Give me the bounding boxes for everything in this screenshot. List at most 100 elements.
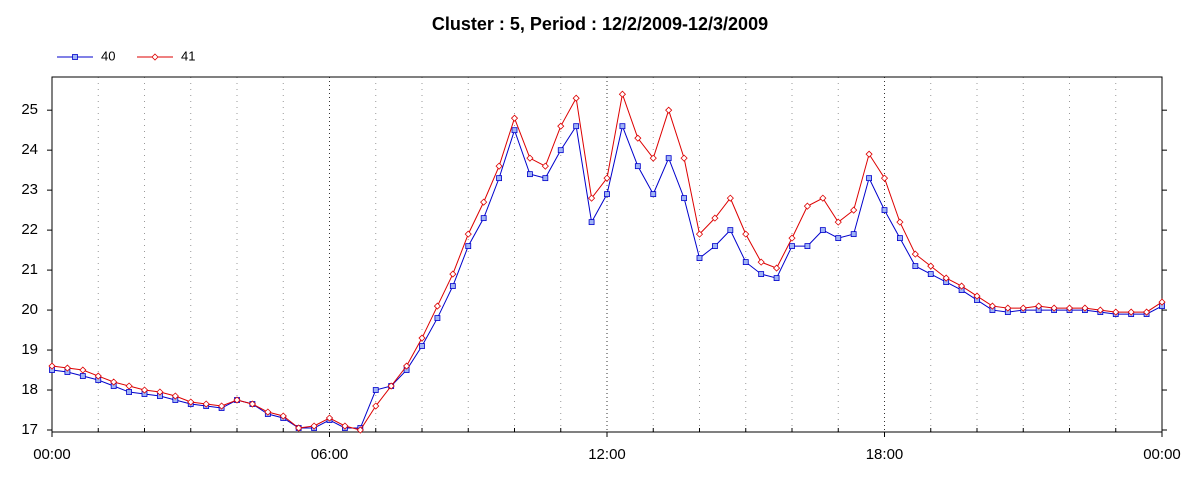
marker (1158, 298, 1166, 306)
marker (726, 194, 734, 202)
marker (110, 378, 118, 386)
marker (572, 94, 580, 102)
marker (557, 122, 565, 130)
marker (480, 215, 487, 222)
marker (927, 262, 935, 270)
marker (325, 414, 334, 422)
marker (650, 191, 657, 198)
marker (712, 243, 718, 250)
y-tick-label: 20 (21, 301, 38, 318)
marker (835, 235, 842, 242)
marker (264, 408, 272, 416)
marker (681, 195, 687, 202)
marker (757, 258, 765, 266)
y-tick-label: 22 (21, 221, 38, 238)
marker (140, 386, 149, 394)
marker (865, 150, 873, 158)
marker (758, 271, 765, 277)
marker (1081, 304, 1089, 312)
marker (171, 392, 179, 400)
marker (526, 154, 534, 162)
y-tick-label: 17 (21, 421, 38, 438)
x-tick-label: 18:00 (866, 446, 904, 463)
marker (819, 194, 827, 202)
marker (897, 235, 903, 242)
marker (742, 230, 750, 238)
marker (248, 400, 256, 408)
legend-label: 41 (181, 48, 195, 63)
marker (1050, 304, 1058, 312)
marker (634, 163, 641, 170)
marker (511, 127, 518, 134)
marker (419, 343, 425, 349)
marker (927, 271, 934, 277)
marker (803, 202, 811, 210)
chart-title: Cluster : 5, Period : 12/2/2009-12/3/200… (432, 14, 768, 34)
marker (850, 231, 857, 238)
marker (742, 259, 749, 265)
marker (649, 154, 657, 162)
y-tick-label: 24 (21, 141, 38, 158)
legend: 40 41 (57, 48, 195, 63)
marker (48, 362, 56, 370)
marker (187, 398, 195, 406)
marker (618, 90, 626, 98)
marker (156, 388, 164, 396)
marker (1019, 304, 1027, 312)
marker (541, 162, 549, 170)
marker (126, 389, 132, 395)
marker (218, 402, 226, 410)
y-tick-label: 19 (21, 341, 38, 358)
marker (341, 422, 349, 430)
marker (834, 218, 842, 226)
marker (63, 364, 71, 372)
marker (695, 230, 704, 238)
marker (1096, 306, 1104, 314)
marker (973, 292, 981, 300)
marker (789, 243, 795, 250)
marker (619, 123, 626, 130)
marker (680, 154, 688, 162)
marker (1004, 304, 1012, 312)
marker (850, 206, 858, 214)
marker (542, 175, 549, 182)
marker (896, 218, 904, 226)
marker (866, 175, 872, 182)
marker (727, 227, 734, 234)
marker (496, 175, 502, 182)
marker (557, 147, 564, 154)
y-tick-label: 25 (21, 101, 38, 118)
marker (449, 283, 456, 289)
marker (604, 191, 610, 198)
marker (1065, 304, 1074, 312)
marker (773, 275, 780, 281)
y-tick-label: 18 (21, 381, 38, 398)
marker (788, 234, 796, 242)
marker (510, 114, 519, 122)
marker (125, 382, 133, 390)
marker (588, 194, 596, 202)
marker (634, 134, 642, 142)
marker (1112, 308, 1120, 316)
legend-label: 40 (101, 48, 115, 63)
marker (1143, 308, 1151, 316)
marker (819, 227, 826, 234)
marker (573, 123, 580, 130)
marker (372, 387, 379, 393)
plot-frame (51, 76, 1163, 433)
marker (665, 155, 672, 162)
marker (911, 250, 919, 258)
marker (449, 270, 457, 278)
marker (151, 53, 159, 61)
marker (279, 412, 287, 420)
plot-area (47, 76, 1167, 437)
marker (527, 171, 533, 178)
marker (94, 372, 102, 380)
marker (295, 424, 303, 432)
marker (1127, 308, 1135, 316)
marker (465, 243, 472, 250)
marker (387, 382, 395, 390)
marker (880, 174, 889, 182)
marker (79, 366, 87, 374)
